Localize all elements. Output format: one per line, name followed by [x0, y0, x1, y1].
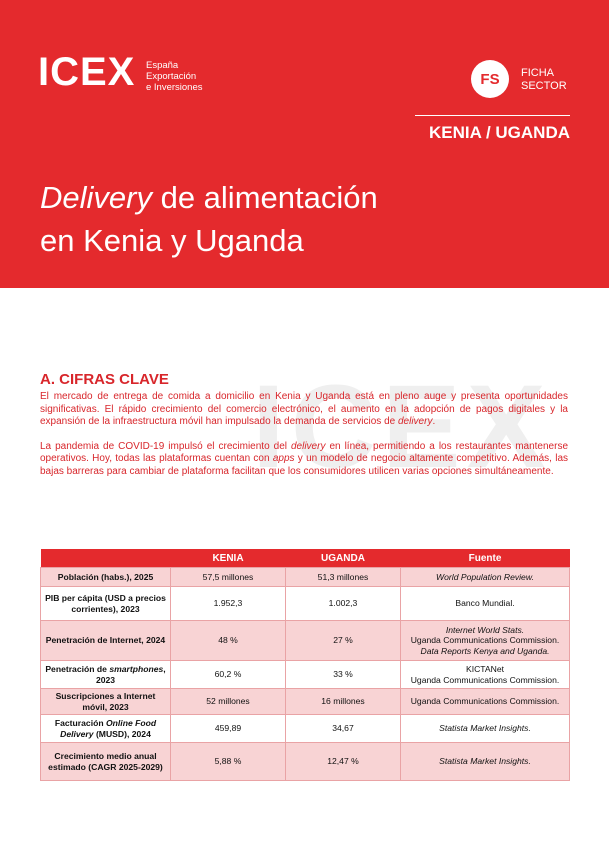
table-row: Facturación Online Food Delivery (MUSD),… — [40, 714, 570, 743]
row-label: Suscripciones a Internet móvil, 2023 — [40, 688, 171, 715]
row-label: PIB per cápita (USD a precios corrientes… — [40, 586, 171, 621]
header-cell: KENIA — [170, 549, 286, 568]
header-cell: Fuente — [400, 549, 570, 568]
line: KICTANet — [465, 664, 505, 674]
italic-run: Delivery — [40, 180, 152, 215]
key-figures-table: KENIA UGANDA Fuente Población (habs.), 202… — [40, 549, 570, 781]
table-row: Penetración de smartphones, 2023 60,2 % 33… — [40, 660, 570, 689]
text-run: Facturación — [54, 718, 106, 728]
text-run: en Kenia y Uganda — [40, 223, 304, 258]
cell: 16 millones — [285, 688, 401, 715]
line: Internet World Stats. — [405, 625, 565, 636]
watermark: ICEX — [252, 361, 552, 493]
cell: 48 % — [170, 620, 286, 661]
source-cell: World Population Review. — [400, 567, 570, 587]
cell: 52 millones — [170, 688, 286, 715]
table-row: PIB per cápita (USD a precios corrientes… — [40, 586, 570, 621]
table-row: Crecimiento medio anual estimado (CAGR 2… — [40, 742, 570, 781]
cell: 5,88 % — [170, 742, 286, 781]
text-run: Población (habs.), 2025 — [57, 571, 154, 582]
cell: 1.002,3 — [285, 586, 401, 621]
text-run: Penetración de — [45, 664, 110, 674]
table-row: Suscripciones a Internet móvil, 2023 52 m… — [40, 688, 570, 715]
divider — [415, 115, 570, 116]
row-label: Penetración de Internet, 2024 — [40, 620, 171, 661]
text-run: (MUSD), 2024 — [93, 728, 151, 739]
italic-run: smartphones — [109, 664, 164, 674]
country: KENIA / UGANDA — [428, 123, 570, 142]
italic-run: delivery — [397, 416, 433, 428]
paragraph: La pandemia de COVID-19 impulsó el creci… — [40, 441, 568, 479]
badge-line: FICHA — [521, 67, 554, 79]
row-label: Facturación Online Food Delivery (MUSD),… — [40, 714, 171, 743]
paragraph: El mercado de entrega de comida a domici… — [40, 391, 568, 429]
badge-text: FICHA SECTOR — [521, 67, 567, 93]
table-row: Penetración de Internet, 2024 48 % 27 % Int… — [40, 620, 570, 661]
header-cell — [40, 549, 171, 568]
source-cell: Statista Market Insights. — [400, 714, 570, 743]
italic-run: Statista Market Insights. — [439, 756, 531, 767]
text-run: Crecimiento medio anual estimado (CAGR 2… — [48, 751, 163, 772]
cell: 34,67 — [285, 714, 401, 743]
cell: 51,3 millones — [285, 567, 401, 587]
source-cell: KICTANet Uganda Communications Commission… — [400, 660, 570, 689]
text-run: , 2023 — [95, 664, 166, 685]
line: Statista Market Insights. — [405, 756, 565, 767]
text-run: . — [432, 416, 436, 428]
logo: ICEX — [38, 50, 136, 94]
section: A. CIFRAS CLAVE El mercado de entrega de… — [40, 371, 568, 491]
cell: 57,5 millones — [170, 567, 286, 587]
row-label: Población (habs.), 2025 — [40, 567, 171, 587]
italic-run: apps — [272, 453, 295, 465]
text-run: Penetración de Internet, 2024 — [45, 635, 166, 646]
line: Uganda Communications Commission. — [410, 635, 560, 646]
logo-subtitle: España Exportación e Inversiones — [146, 60, 203, 93]
cell: 1.952,3 — [170, 586, 286, 621]
line: Uganda Communications Commission. — [410, 696, 560, 707]
italic-run: delivery — [290, 440, 326, 452]
line: Banco Mundial. — [455, 598, 515, 609]
table-header: KENIA UGANDA Fuente — [40, 549, 570, 568]
source-cell: Internet World Stats. Uganda Communicatio… — [400, 620, 570, 661]
badge-line: SECTOR — [521, 80, 567, 92]
cell: 459,89 — [170, 714, 286, 743]
italic-run: Online Food Delivery — [60, 718, 157, 739]
line: Delivery de alimentación — [40, 176, 378, 219]
italic-run: Internet World Stats. — [445, 624, 525, 635]
logo-line: Exportación — [146, 71, 197, 82]
text-run: Suscripciones a Internet móvil, 2023 — [55, 691, 156, 712]
text-run: El mercado de entrega de comida a domici… — [40, 391, 568, 428]
table-row: Población (habs.), 2025 57,5 millones 51,3… — [40, 567, 570, 587]
text-run: y un modelo de negocio altamente competi… — [40, 453, 569, 477]
cell: 60,2 % — [170, 660, 286, 689]
badge: FS — [471, 60, 509, 98]
header-cell: UGANDA — [285, 549, 401, 568]
source-cell: Uganda Communications Commission. — [400, 688, 570, 715]
logo-line: España — [146, 60, 179, 71]
source-cell: Banco Mundial. — [400, 586, 570, 621]
cell: 27 % — [285, 620, 401, 661]
section-heading: A. CIFRAS CLAVE — [40, 371, 169, 388]
italic-run: World Population Review. — [436, 571, 534, 582]
line: Data Reports Kenya and Uganda. — [405, 646, 565, 657]
text-run: PIB per cápita (USD a precios corrientes… — [45, 593, 166, 614]
italic-run: Statista Market Insights. — [439, 723, 531, 734]
row-label: Penetración de smartphones, 2023 — [40, 660, 171, 689]
source-cell: Statista Market Insights. — [400, 742, 570, 781]
italic-run: Data Reports Kenya and Uganda. — [420, 645, 550, 656]
title: Delivery de alimentación en Kenia y Ugand… — [40, 176, 378, 262]
header: ICEX España Exportación e Inversiones FS F… — [0, 0, 609, 288]
cell: 12,47 % — [285, 742, 401, 781]
text-run: en línea, permitiendo a los restaurantes… — [40, 440, 569, 465]
logo-line: e Inversiones — [146, 82, 203, 93]
line: Statista Market Insights. — [405, 723, 565, 734]
cell: 33 % — [285, 660, 401, 689]
text-run: de alimentación — [151, 180, 378, 215]
line: Uganda Communications Commission. — [410, 674, 560, 685]
text-run: La pandemia de COVID-19 impulsó el creci… — [40, 440, 291, 452]
line: World Population Review. — [405, 572, 565, 583]
line: en Kenia y Uganda — [40, 219, 378, 262]
row-label: Crecimiento medio anual estimado (CAGR 2… — [40, 742, 171, 781]
